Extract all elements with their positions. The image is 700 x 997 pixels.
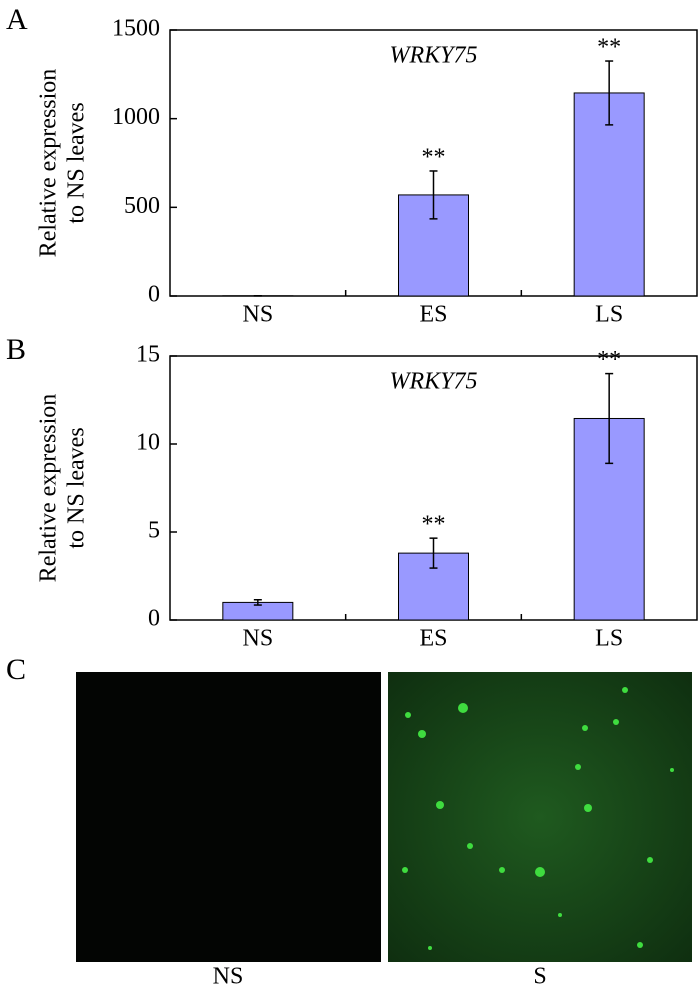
x-tick-label: LS [595,626,623,652]
significance: ** [597,347,621,373]
panel-label: A [6,3,28,36]
y-tick-label: 10 [136,430,160,456]
chart-title: WRKY75 [389,369,477,395]
x-tick-label: ES [419,302,447,328]
x-tick-label: ES [419,626,447,652]
y-axis-label: to NS leaves [64,427,90,548]
x-tick-label: NS [242,626,273,652]
y-tick-label: 0 [148,606,160,632]
x-tick-label: NS [242,302,273,328]
image-caption: NS [213,964,244,990]
y-tick-label: 15 [136,342,160,368]
significance: ** [597,35,621,61]
micrograph-ns [76,672,381,962]
y-axis-label: Relative expression [36,69,62,258]
y-tick-label: 0 [148,282,160,308]
y-axis-label: Relative expression [36,394,62,583]
significance: ** [422,512,446,538]
panel-label: C [6,653,26,686]
y-tick-label: 1500 [112,16,160,42]
micrograph-s [388,672,692,962]
image-caption: S [533,964,546,990]
y-tick-label: 1000 [112,104,160,130]
x-tick-label: LS [595,302,623,328]
y-tick-label: 5 [148,518,160,544]
y-tick-label: 500 [124,193,160,219]
y-axis-label: to NS leaves [64,102,90,223]
panel-label: B [6,333,26,366]
chart-title: WRKY75 [389,43,477,69]
significance: ** [422,144,446,170]
